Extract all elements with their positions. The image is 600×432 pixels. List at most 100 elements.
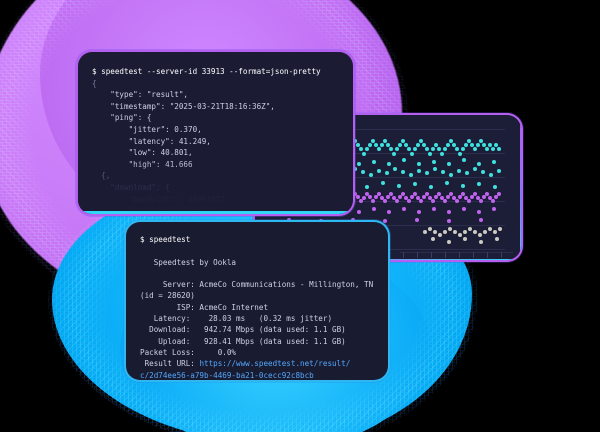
window-right-edge-glow xyxy=(520,115,521,260)
plot-dot-download xyxy=(353,139,357,143)
plot-dot-upload xyxy=(461,192,465,196)
json-output-text: $ speedtest --server-id 33913 --format=j… xyxy=(78,52,353,214)
plot-dot-upload xyxy=(398,195,402,199)
plot-dot-download xyxy=(485,147,489,151)
plot-dot-upload xyxy=(479,218,483,222)
plot-dot-upload xyxy=(447,219,451,223)
plot-dot-upload xyxy=(497,192,501,196)
plot-dot-download xyxy=(401,139,405,143)
plot-dot-upload xyxy=(492,207,496,211)
plot-dot-download xyxy=(433,167,437,171)
plot-dot-upload xyxy=(447,210,451,214)
plot-dot-latency xyxy=(443,230,447,234)
plot-dot-latency xyxy=(431,237,435,241)
plot-dot-upload xyxy=(392,196,396,200)
plot-dot-download xyxy=(416,143,420,147)
plot-dot-upload xyxy=(462,207,466,211)
plot-dot-upload xyxy=(402,207,406,211)
plot-dot-download xyxy=(462,158,466,162)
plot-dot-upload xyxy=(359,199,363,203)
plot-dot-upload xyxy=(401,192,405,196)
plot-dot-upload xyxy=(410,195,414,199)
plot-dot-download xyxy=(393,167,397,171)
result-line: ISP: AcmeCo Internet xyxy=(140,302,269,312)
plot-dot-download xyxy=(361,170,365,174)
plot-dot-download xyxy=(457,169,461,173)
plot-dot-download xyxy=(385,171,389,175)
result-line: Latency: 28.03 ms (0.32 ms jitter) xyxy=(140,314,333,324)
plot-dot-download xyxy=(429,185,433,189)
result-line xyxy=(140,268,378,279)
plot-dot-upload xyxy=(485,192,489,196)
plot-dot-upload xyxy=(353,192,357,196)
result-line: Speedtest by Ookla xyxy=(140,257,237,267)
plot-dot-download xyxy=(413,182,417,186)
plot-dot-download xyxy=(359,147,363,151)
plot-dot-upload xyxy=(356,195,360,199)
plot-dot-upload xyxy=(404,196,408,200)
plot-dot-upload xyxy=(491,199,495,203)
plot-dot-upload xyxy=(494,195,498,199)
plot-dot-latency xyxy=(438,233,442,237)
result-url-link[interactable]: https://www.speedtest.net/result/ xyxy=(199,359,351,369)
plot-dot-latency xyxy=(478,233,482,237)
plot-dot-upload xyxy=(467,199,471,203)
plot-dot-download xyxy=(425,147,429,151)
plot-dot-download xyxy=(447,162,451,166)
speedtest-result-terminal-window[interactable]: $ speedtest Speedtest by Ookla Server: A… xyxy=(126,222,388,380)
plot-dot-download xyxy=(417,162,421,166)
plot-dot-upload xyxy=(449,192,453,196)
result-line: (id = 28620) xyxy=(140,291,195,301)
plot-dot-download xyxy=(431,147,435,151)
result-line: Download: 942.74 Mbps (data used: 1.1 GB… xyxy=(140,325,346,335)
plot-dot-upload xyxy=(416,196,420,200)
plot-dot-upload xyxy=(455,199,459,203)
plot-dot-download xyxy=(422,143,426,147)
plot-dot-download xyxy=(401,170,405,174)
plot-dot-upload xyxy=(437,192,441,196)
plot-dot-download xyxy=(365,185,369,189)
plot-dot-download xyxy=(461,147,465,151)
plot-dot-upload xyxy=(431,199,435,203)
plot-dot-download xyxy=(386,143,390,147)
plot-dot-download xyxy=(449,173,453,177)
json-line: { xyxy=(92,78,97,88)
plot-dot-download xyxy=(417,169,421,173)
plot-dot-download xyxy=(395,147,399,151)
plot-dot-latency xyxy=(468,227,472,231)
plot-dot-download xyxy=(470,143,474,147)
plot-dot-latency xyxy=(493,230,497,234)
plot-dot-latency xyxy=(463,237,467,241)
plot-dot-upload xyxy=(387,210,391,214)
plot-dot-upload xyxy=(482,195,486,199)
plot-dot-download xyxy=(407,147,411,151)
plot-dot-upload xyxy=(383,219,387,223)
json-line: "jitter": 0.370, xyxy=(92,124,202,134)
json-line: $ speedtest --server-id 33913 --format=j… xyxy=(92,67,321,76)
plot-gridline xyxy=(273,225,505,226)
plot-dot-download xyxy=(377,147,381,151)
plot-dot-latency xyxy=(473,230,477,234)
plot-dot-upload xyxy=(372,207,376,211)
plot-dot-download xyxy=(476,143,480,147)
plot-dot-upload xyxy=(368,195,372,199)
json-line: "bandwidth": 24097927 xyxy=(92,194,225,204)
axis-tick xyxy=(431,252,432,258)
plot-dot-upload xyxy=(371,199,375,203)
plot-dot-upload xyxy=(386,195,390,199)
plot-dot-latency xyxy=(428,227,432,231)
plot-dot-latency xyxy=(483,230,487,234)
plot-dot-download xyxy=(473,147,477,151)
result-url-link-continued[interactable]: c/2d74ee56-a79b-4469-ba21-0cecc92c8bcb xyxy=(140,370,314,380)
json-output-terminal-window[interactable]: $ speedtest --server-id 33913 --format=j… xyxy=(78,52,353,214)
axis-tick xyxy=(473,252,474,258)
plot-dot-download xyxy=(380,143,384,147)
json-line: "latency": 41.249, xyxy=(92,136,211,146)
plot-dot-upload xyxy=(479,199,483,203)
plot-dot-upload xyxy=(443,199,447,203)
axis-tick xyxy=(501,252,502,258)
plot-dot-download xyxy=(413,147,417,151)
plot-dot-upload xyxy=(476,196,480,200)
plot-dot-upload xyxy=(377,192,381,196)
plot-dot-download xyxy=(482,143,486,147)
